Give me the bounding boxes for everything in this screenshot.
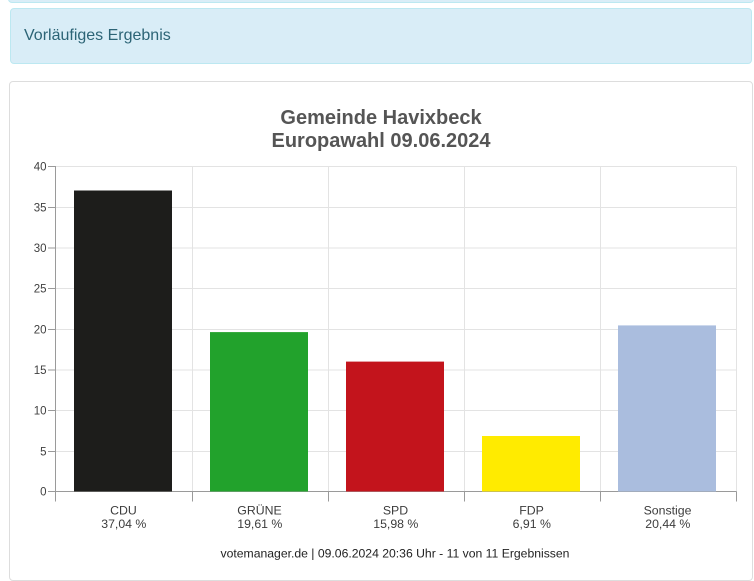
svg-text:FDP: FDP: [519, 503, 544, 517]
svg-text:CDU: CDU: [110, 503, 137, 517]
svg-text:SPD: SPD: [383, 503, 408, 517]
svg-text:6,91 %: 6,91 %: [513, 517, 551, 531]
svg-text:GRÜNE: GRÜNE: [237, 503, 281, 517]
svg-text:40: 40: [34, 162, 47, 174]
svg-text:30: 30: [34, 243, 47, 255]
svg-text:35: 35: [34, 203, 47, 215]
svg-text:20: 20: [34, 325, 47, 337]
svg-text:5: 5: [40, 447, 46, 459]
svg-text:Sonstige: Sonstige: [644, 503, 692, 517]
svg-text:20,44 %: 20,44 %: [645, 517, 690, 531]
svg-text:37,04 %: 37,04 %: [101, 517, 146, 531]
svg-text:15: 15: [34, 365, 47, 377]
svg-text:25: 25: [34, 284, 47, 296]
svg-text:15,98 %: 15,98 %: [373, 517, 418, 531]
svg-text:19,61 %: 19,61 %: [237, 517, 282, 531]
svg-text:10: 10: [34, 406, 47, 418]
svg-text:votemanager.de | 09.06.2024 20: votemanager.de | 09.06.2024 20:36 Uhr - …: [221, 547, 570, 561]
svg-text:0: 0: [40, 487, 46, 499]
